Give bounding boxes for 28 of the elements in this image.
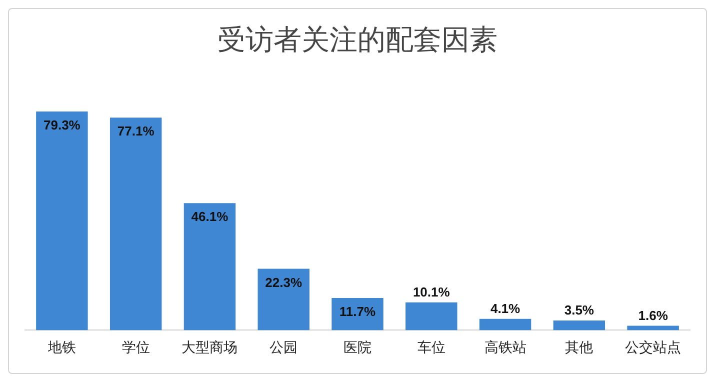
data-label: 3.5%: [564, 302, 594, 318]
data-label: 10.1%: [412, 284, 450, 300]
data-label: 22.3%: [265, 274, 302, 290]
data-label: 11.7%: [339, 304, 376, 320]
bar: [110, 118, 162, 330]
x-tick-label: 高铁站: [484, 340, 526, 356]
bar: [36, 112, 88, 330]
x-tick-label: 车位: [417, 340, 446, 356]
bar: [258, 268, 310, 330]
data-label: 4.1%: [490, 300, 521, 316]
data-label: 79.3%: [44, 118, 81, 133]
x-tick-label: 公交站点: [625, 340, 682, 356]
x-tick-label: 地铁: [46, 340, 76, 356]
bar: [479, 318, 532, 330]
bar: [553, 320, 606, 330]
x-tick-label: 公园: [270, 340, 298, 356]
bar: [406, 302, 458, 330]
data-label: 77.1%: [117, 124, 155, 139]
x-tick-label: 医院: [344, 340, 372, 356]
bar: [332, 298, 384, 330]
chart-title: 受访者关注的配套因素: [218, 23, 498, 56]
x-tick-label: 学位: [122, 340, 150, 356]
data-label: 46.1%: [191, 209, 229, 224]
x-tick-label: 其他: [565, 340, 594, 356]
x-tick-label: 大型商场: [182, 340, 238, 356]
bar: [184, 203, 236, 330]
data-label: 1.6%: [638, 308, 668, 323]
bar: [627, 326, 679, 330]
